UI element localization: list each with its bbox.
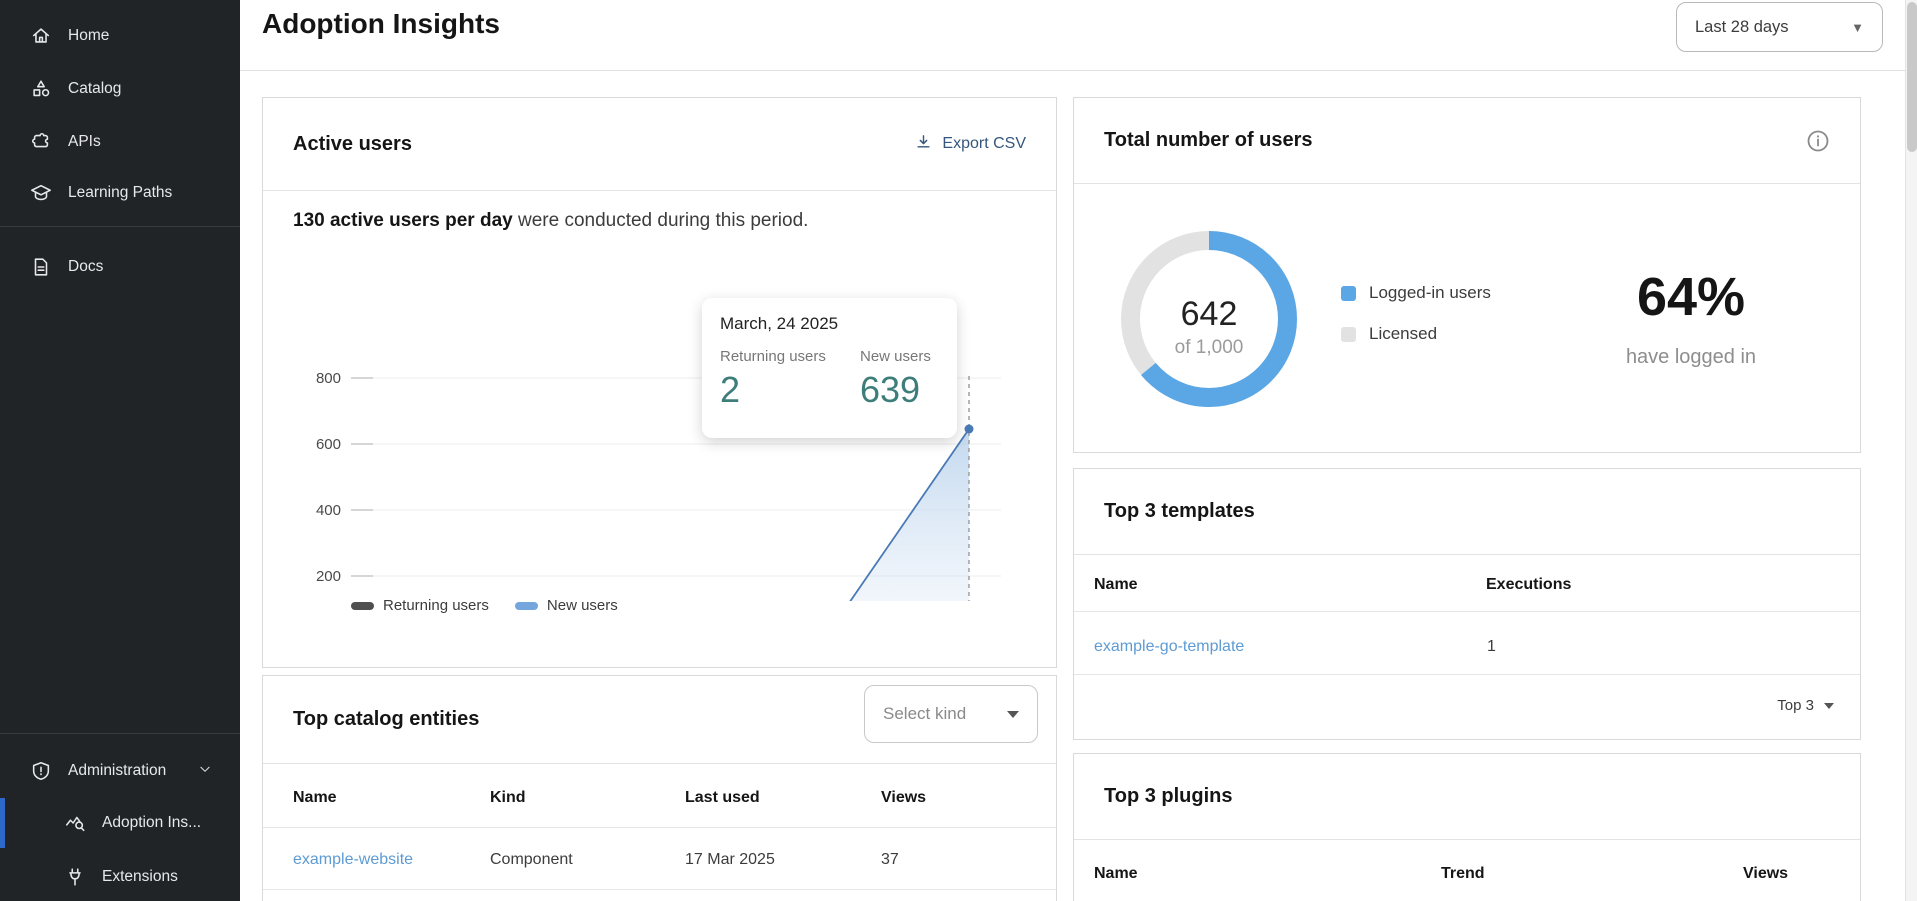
top-catalog-entities-card: Top catalog entities Select kind Name Ki… [262, 675, 1057, 901]
logged-in-swatch [1341, 286, 1356, 301]
new-users-swatch [515, 602, 538, 610]
sidebar-item-label: Catalog [68, 80, 121, 98]
header-divider [240, 70, 1905, 71]
new-users-value: 639 [860, 369, 931, 411]
sidebar-item-label: Home [68, 27, 109, 45]
sidebar-item-extensions[interactable]: Extensions [0, 859, 240, 895]
sidebar-item-label: Learning Paths [68, 184, 172, 202]
sidebar-divider [0, 733, 240, 734]
sidebar-item-learning-paths[interactable]: Learning Paths [0, 175, 240, 211]
scrollbar [1905, 0, 1917, 901]
sidebar: Home Catalog APIs Learning Paths Docs [0, 0, 240, 901]
card-title: Total number of users [1104, 129, 1313, 152]
sidebar-divider [0, 226, 240, 227]
entity-link[interactable]: example-website [293, 851, 413, 869]
apis-icon [30, 131, 52, 153]
logged-in-percentage: 64% [1541, 266, 1841, 328]
legend-logged-in: Logged-in users [1341, 283, 1491, 303]
card-title: Top 3 templates [1104, 500, 1255, 523]
adoption-insights-page: Home Catalog APIs Learning Paths Docs [0, 0, 1917, 901]
sidebar-item-catalog[interactable]: Catalog [0, 71, 240, 107]
scrollbar-thumb[interactable] [1907, 2, 1917, 152]
svg-text:600: 600 [316, 436, 341, 453]
dropdown-arrow-icon: ▼ [1851, 20, 1864, 35]
card-title: Active users [293, 133, 412, 156]
top-templates-card: Top 3 templates Name Executions example-… [1073, 468, 1861, 740]
chevron-down-icon [198, 762, 212, 781]
docs-icon [30, 256, 52, 278]
catalog-icon [30, 78, 52, 100]
chart-tooltip: March, 24 2025 Returning users 2 New use… [702, 298, 957, 438]
licensed-swatch [1341, 327, 1356, 342]
shield-admin-icon [30, 760, 52, 782]
legend-licensed: Licensed [1341, 324, 1437, 344]
export-csv-button[interactable]: Export CSV [915, 133, 1026, 155]
card-title: Top catalog entities [293, 708, 479, 731]
page-title: Adoption Insights [262, 8, 500, 40]
total-users-card: Total number of users 642 of 1,000 Logge… [1073, 97, 1861, 453]
chart-legend: Returning users New users [351, 597, 618, 614]
top-n-select[interactable]: Top 3 [1777, 697, 1834, 714]
dropdown-arrow-icon [1824, 703, 1834, 709]
tooltip-date: March, 24 2025 [720, 314, 939, 334]
learning-paths-icon [30, 182, 52, 204]
chart-subtitle: 130 active users per day were conducted … [293, 210, 808, 232]
svg-text:200: 200 [316, 568, 341, 585]
query-stats-icon [64, 812, 86, 834]
logged-in-caption: have logged in [1541, 346, 1841, 369]
date-range-select[interactable]: Last 28 days ▼ [1676, 2, 1883, 52]
download-icon [915, 133, 932, 155]
returning-users-value: 2 [720, 369, 860, 411]
sidebar-item-docs[interactable]: Docs [0, 249, 240, 285]
sidebar-item-apis[interactable]: APIs [0, 124, 240, 160]
sidebar-item-adoption-insights[interactable]: Adoption Ins... [0, 805, 240, 841]
sidebar-item-label: Docs [68, 258, 103, 276]
sidebar-item-administration[interactable]: Administration [0, 753, 240, 789]
donut-center-label: 642 of 1,000 [1109, 295, 1309, 359]
card-title: Top 3 plugins [1104, 785, 1233, 808]
home-icon [30, 25, 52, 47]
template-link[interactable]: example-go-template [1094, 638, 1244, 656]
svg-text:800: 800 [316, 370, 341, 387]
returning-users-swatch [351, 602, 374, 610]
sidebar-item-label: APIs [68, 133, 101, 151]
svg-text:400: 400 [316, 502, 341, 519]
dropdown-arrow-icon [1007, 711, 1019, 718]
sidebar-item-home[interactable]: Home [0, 18, 240, 54]
select-kind-dropdown[interactable]: Select kind [864, 685, 1038, 743]
info-icon[interactable] [1806, 129, 1830, 153]
plug-icon [64, 866, 86, 888]
top-plugins-card: Top 3 plugins Name Trend Views [1073, 753, 1861, 901]
